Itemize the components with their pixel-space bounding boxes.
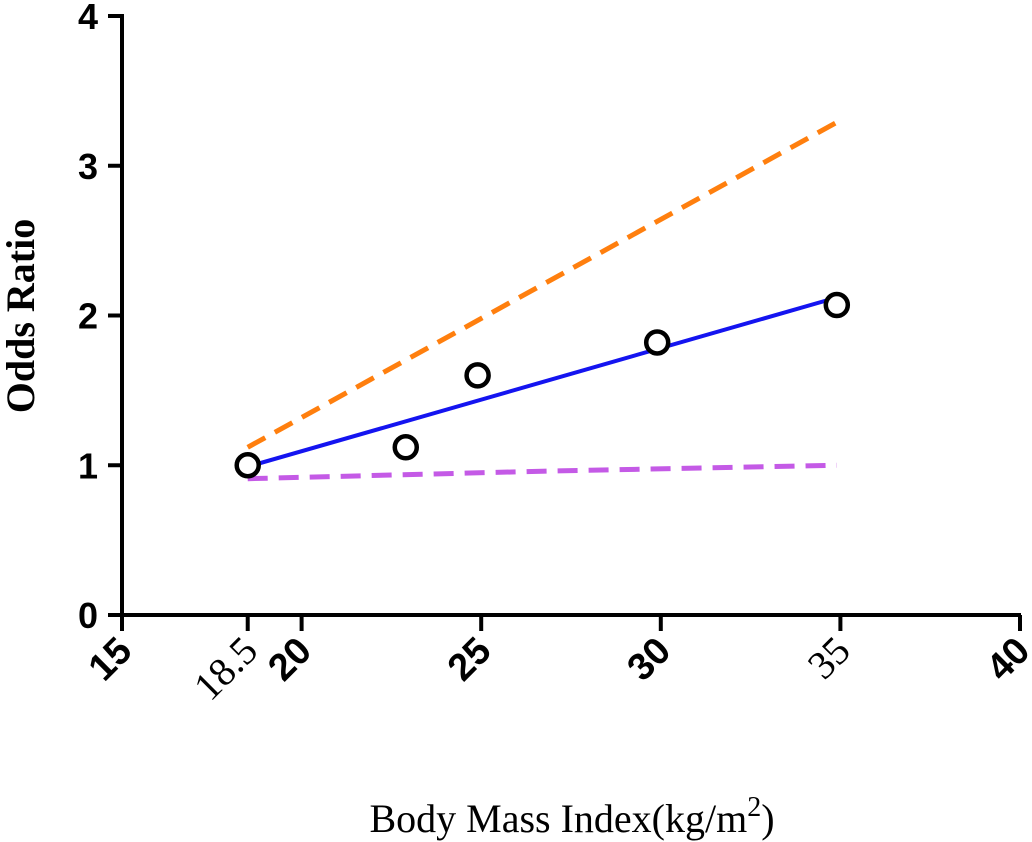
- data-point: [234, 452, 261, 479]
- series-line-upper-ci: [246, 120, 839, 450]
- series-line-lower-ci: [247, 462, 837, 482]
- data-point: [392, 434, 420, 461]
- x-tick-label: 35: [799, 628, 859, 688]
- series-layer: [246, 120, 839, 482]
- x-tick-label: 30: [620, 630, 680, 690]
- y-tick-label: 4: [78, 0, 98, 37]
- y-tick-label: 2: [78, 296, 98, 337]
- y-axis-label: Odds Ratio: [0, 219, 43, 414]
- x-axis-label-close: ): [761, 796, 774, 841]
- x-tick-label: 40: [979, 630, 1032, 690]
- x-axis-label-main: Body Mass Index(kg/m: [369, 796, 747, 841]
- x-tick-label: 20: [260, 630, 320, 690]
- axes: 0 1 2 3 4 15 18.520 25 30 35 40: [78, 0, 1032, 709]
- points-layer: [234, 291, 851, 479]
- labels-layer: Odds Ratio Body Mass Index(kg/m2): [0, 219, 775, 841]
- x-tick-label: 18.5: [185, 628, 266, 709]
- y-tick-label: 0: [78, 595, 98, 636]
- series-line-fit: [247, 295, 838, 469]
- x-tick-label: 25: [440, 630, 500, 690]
- x-axis-label-superscript: 2: [747, 792, 761, 823]
- y-tick-label: 3: [78, 146, 98, 187]
- data-point: [643, 329, 671, 356]
- x-axis-label: Body Mass Index(kg/m2): [369, 792, 774, 841]
- x-tick-label: 15: [81, 630, 141, 690]
- data-point: [823, 291, 851, 319]
- data-point: [464, 362, 491, 389]
- y-tick-label: 1: [78, 445, 98, 486]
